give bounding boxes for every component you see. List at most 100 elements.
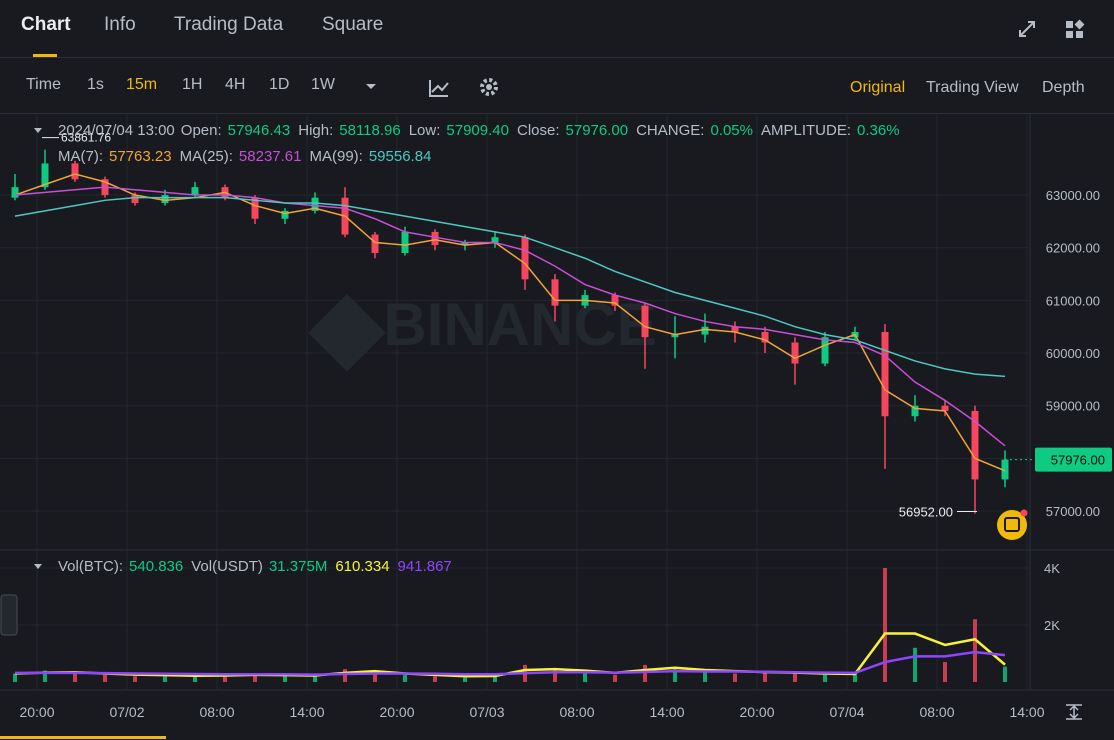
volume-bar [883, 567, 887, 682]
candle-body [311, 197, 319, 211]
view-option[interactable]: Original [850, 79, 906, 96]
tab[interactable]: Square [322, 14, 384, 35]
legend-value: 540.836 [129, 558, 184, 575]
interval[interactable]: Time [26, 76, 61, 93]
ohlc-legend: 2024/07/04 13:00 Open: 57946.43 High: 58118.… [34, 122, 908, 139]
candle-body [671, 334, 679, 338]
low-label: 56952.00 [899, 505, 953, 520]
volume-bar [673, 669, 677, 682]
legend-value: 0.36% [857, 122, 900, 139]
legend-label: Close: [516, 122, 560, 139]
legend-label: AMPLITUDE: [760, 122, 851, 139]
legend-label: Low: [408, 122, 441, 139]
ma-legend: MA(7): 57763.23 MA(25): 58237.61 MA(99): 5955… [58, 148, 439, 165]
volume-bar [763, 670, 767, 682]
candle-body [731, 326, 739, 332]
y-tick-label: 61000.00 [1046, 293, 1100, 308]
volume-bar [973, 619, 977, 682]
x-tick-label: 20:00 [379, 704, 414, 720]
volume-bar [943, 662, 947, 682]
legend-label: Open: [180, 122, 222, 139]
interval[interactable]: 1W [311, 76, 335, 93]
volume-bar [733, 673, 737, 682]
header-icons[interactable] [1016, 18, 1086, 40]
collapse-arrow [34, 564, 42, 569]
tab[interactable]: Trading Data [174, 14, 284, 35]
divider [0, 57, 1114, 58]
view-option[interactable]: Trading View [926, 79, 1019, 96]
side-toggle[interactable] [0, 594, 18, 636]
candle-body [431, 231, 439, 246]
volume-bar [43, 670, 47, 682]
candle-body [551, 279, 559, 306]
view-option[interactable]: Depth [1042, 79, 1085, 96]
legend-value: 941.867 [397, 558, 452, 575]
watermark-logo [308, 293, 386, 372]
candle-body [401, 231, 409, 253]
legend-value: 610.334 [335, 558, 390, 575]
y-tick-label: 63000.00 [1046, 188, 1100, 203]
volume-bar [13, 673, 17, 682]
candle-body [71, 163, 79, 180]
legend-value: 57946.43 [227, 122, 291, 139]
tab[interactable]: Chart [21, 14, 71, 35]
legend-value: 57976.00 [565, 122, 629, 139]
x-tick-label: 08:00 [199, 704, 234, 720]
interval[interactable]: 1s [87, 76, 104, 93]
interval[interactable]: 15m [126, 76, 158, 93]
toolbar-icons[interactable] [362, 78, 502, 98]
interval[interactable]: 4H [225, 76, 246, 93]
x-tick-label: 20:00 [19, 704, 54, 720]
candle-body [11, 187, 19, 198]
candle-body [701, 326, 709, 335]
x-tick-label: 08:00 [559, 704, 594, 720]
ma-line [14, 186, 1006, 447]
ma-line [14, 196, 1006, 378]
candle-body [641, 305, 649, 338]
volume-bar [823, 674, 827, 682]
volume-bar [703, 672, 707, 682]
price-tag-bg [1035, 447, 1112, 472]
candle-body [1001, 459, 1009, 480]
volume-bar [463, 677, 467, 682]
candle-body [911, 405, 919, 417]
y-tick-label: 4K [1044, 561, 1060, 576]
volume-bar [433, 676, 437, 682]
volume-bar [343, 669, 347, 682]
interval[interactable]: 1H [182, 76, 203, 93]
candle-body [881, 331, 889, 417]
interval[interactable]: 1D [269, 76, 290, 93]
legend-label: MA(25): [179, 148, 233, 165]
x-tick-label: 14:00 [289, 704, 324, 720]
volume-bar [73, 672, 77, 682]
collapse-arrow [34, 128, 42, 133]
legend-label: CHANGE: [636, 122, 705, 139]
tab[interactable]: Info [104, 14, 136, 35]
volume-bar [373, 673, 377, 682]
y-tick-label: 62000.00 [1046, 241, 1100, 256]
volume-bar [403, 674, 407, 682]
legend-value: 59556.84 [368, 148, 432, 165]
legend-value: 58237.61 [238, 148, 302, 165]
notice-icon [1004, 517, 1020, 532]
volume-bar [283, 674, 287, 682]
candle-body [131, 195, 139, 203]
price-tag: 57976.00 [1051, 453, 1105, 468]
candle-body [761, 331, 769, 343]
notice-dot [1020, 509, 1028, 517]
x-tick-label: 14:00 [1009, 704, 1044, 720]
candle-body [971, 410, 979, 480]
axis-icon[interactable] [1066, 704, 1082, 720]
tab-underline [33, 54, 57, 57]
volume-bar [613, 674, 617, 682]
candle-body [821, 337, 829, 364]
legend-value: 57909.40 [446, 122, 509, 139]
volume-bar [133, 676, 137, 682]
x-tick-label: 07/04 [829, 704, 864, 720]
volume-bar [793, 673, 797, 682]
y-tick-label: 60000.00 [1046, 346, 1100, 361]
notice-button[interactable] [997, 510, 1027, 540]
candle-body [161, 195, 169, 203]
legend-value: 31.375M [268, 558, 328, 575]
